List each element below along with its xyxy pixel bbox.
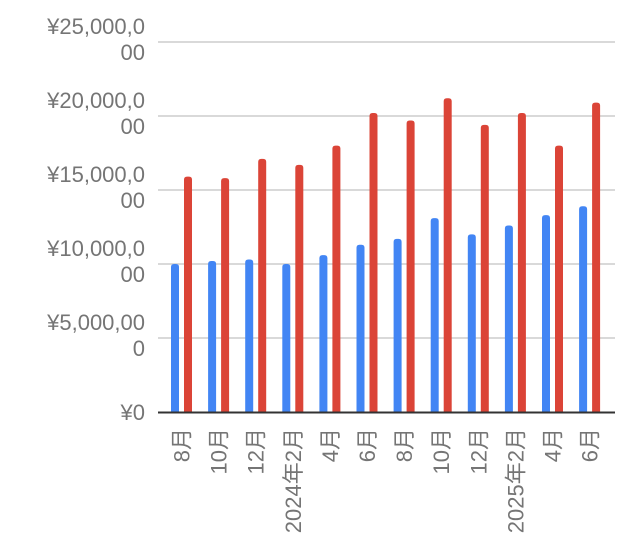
bar-series-2 [221, 178, 230, 412]
bar-series-2 [332, 145, 341, 412]
bar-series-2 [258, 158, 267, 412]
bar-series-1 [208, 261, 217, 412]
bar-series-1 [171, 264, 179, 412]
bar-series-2 [184, 176, 192, 412]
x-tick-label: 10月 [207, 428, 232, 474]
x-tick-label: 12月 [244, 428, 269, 474]
y-tick-label: ¥20,000,0 00 [46, 88, 145, 139]
bar-series-2 [517, 113, 526, 412]
bar-series-1 [430, 218, 439, 412]
x-tick-label: 8月 [170, 428, 195, 462]
x-tick-label: 6月 [578, 428, 603, 462]
bar-series-1 [542, 215, 550, 412]
x-axis-tick-labels: 8月 10月 12月 2024年2月 4月 6月 8月 10月 12月 2025年2月 4月 6月 [170, 428, 603, 533]
y-tick-label: ¥10,000,0 00 [46, 236, 145, 287]
x-tick-label: 2024年2月 [281, 428, 306, 533]
x-tick-label: 2025年2月 [503, 428, 528, 533]
x-tick-label: 12月 [466, 428, 491, 474]
bar-series-1 [356, 244, 365, 412]
y-tick-label: ¥5,000,00 0 [46, 310, 145, 361]
gridlines [158, 41, 615, 339]
y-tick-label: ¥25,000,0 00 [46, 14, 145, 65]
bar-series-2 [406, 120, 415, 412]
y-axis-tick-labels: ¥0 ¥5,000,00 0 ¥10,000,0 00 ¥15,000,0 00 ¥20,00… [46, 14, 145, 425]
bar-series-2 [480, 124, 489, 412]
bar-series-2 [369, 113, 378, 412]
bar-series-2 [443, 98, 452, 413]
x-tick-label: 6月 [355, 428, 380, 462]
bar-series-1 [319, 255, 328, 412]
bars [171, 98, 601, 413]
y-tick-label: ¥0 [120, 400, 145, 425]
bar-series-2 [592, 102, 601, 413]
bar-series-1 [504, 225, 513, 412]
x-tick-label: 4月 [541, 428, 566, 462]
bar-series-1 [282, 264, 291, 412]
x-tick-label: 8月 [392, 428, 417, 462]
bar-series-1 [579, 206, 588, 412]
bar-series-2 [295, 164, 304, 412]
x-tick-label: 4月 [318, 428, 343, 462]
x-tick-label: 10月 [429, 428, 454, 474]
bar-series-1 [467, 234, 476, 412]
y-tick-label: ¥15,000,0 00 [46, 162, 145, 213]
bar-series-1 [245, 259, 254, 412]
bar-series-1 [393, 238, 402, 412]
bar-series-2 [555, 145, 563, 412]
